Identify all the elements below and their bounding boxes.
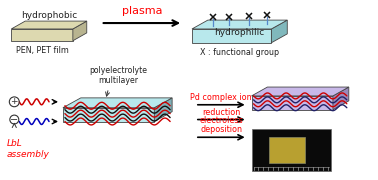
Polygon shape: [154, 98, 172, 122]
Text: Pd complex ion: Pd complex ion: [191, 93, 252, 102]
Polygon shape: [271, 20, 287, 43]
Polygon shape: [333, 87, 349, 110]
Text: X : functional group: X : functional group: [200, 48, 279, 57]
Text: polyelectrolyte
multilayer: polyelectrolyte multilayer: [90, 66, 147, 85]
Text: hydrophobic: hydrophobic: [21, 11, 77, 20]
Polygon shape: [63, 98, 172, 108]
Text: −: −: [10, 114, 19, 125]
Bar: [251, 129, 331, 171]
Text: plasma: plasma: [122, 6, 163, 16]
Polygon shape: [251, 87, 349, 96]
Text: +: +: [11, 97, 18, 106]
Text: electroless
deposition: electroless deposition: [200, 116, 243, 134]
Polygon shape: [11, 29, 73, 41]
Polygon shape: [251, 96, 333, 110]
Bar: [270, 137, 305, 163]
Text: hydrophilic: hydrophilic: [214, 28, 265, 37]
Text: LbL
assembly: LbL assembly: [6, 139, 49, 159]
Text: reduction: reduction: [202, 108, 240, 117]
Polygon shape: [192, 20, 287, 29]
Polygon shape: [192, 29, 271, 43]
Text: PEN, PET film: PEN, PET film: [15, 46, 68, 55]
Polygon shape: [73, 21, 87, 41]
Polygon shape: [11, 21, 87, 29]
Polygon shape: [63, 108, 154, 122]
